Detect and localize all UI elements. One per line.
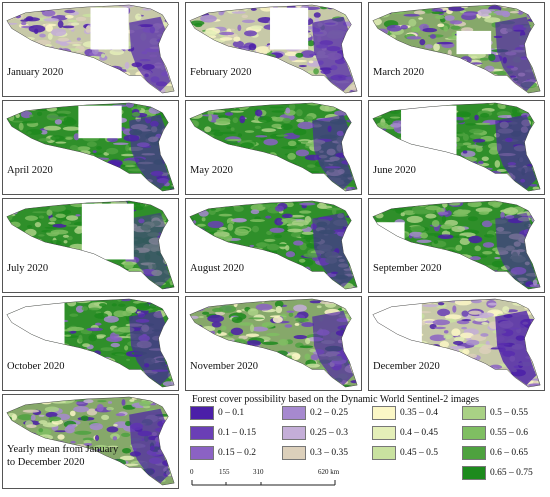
forest-map-icon — [372, 4, 541, 94]
legend-label: 0.1 – 0.15 — [218, 428, 256, 438]
forest-map-icon — [372, 298, 541, 388]
scale-tick-310: 310 — [253, 468, 264, 476]
map-panel: March 2020 — [368, 2, 545, 97]
legend-label: 0.65 – 0.75 — [490, 468, 533, 478]
map-panel: September 2020 — [368, 198, 545, 293]
map-panel: February 2020 — [185, 2, 362, 97]
legend-label: 0 – 0.1 — [218, 408, 245, 418]
map-panel: August 2020 — [185, 198, 362, 293]
forest-map-icon — [6, 200, 175, 290]
panel-label: March 2020 — [373, 67, 425, 78]
legend-label: 0.45 – 0.5 — [400, 448, 438, 458]
legend-swatch — [462, 406, 486, 420]
legend-item: 0.35 – 0.4 — [372, 406, 438, 420]
forest-map-icon — [6, 298, 175, 388]
legend-swatch — [462, 446, 486, 460]
legend-swatch — [282, 446, 306, 460]
legend-item: 0.45 – 0.5 — [372, 446, 438, 460]
legend-title: Forest cover possibility based on the Dy… — [192, 394, 480, 405]
panel-label: July 2020 — [7, 263, 49, 274]
legend-label: 0.2 – 0.25 — [310, 408, 348, 418]
legend-item: 0.65 – 0.75 — [462, 466, 533, 480]
legend-item: 0 – 0.1 — [190, 406, 244, 420]
scale-tick-155: 155 — [219, 468, 230, 476]
forest-map-icon — [6, 102, 175, 192]
legend-swatch — [190, 446, 214, 460]
forest-map-icon — [189, 298, 358, 388]
legend-item: 0.4 – 0.45 — [372, 426, 438, 440]
panel-label: September 2020 — [373, 263, 442, 274]
scale-bar: 0 155 310 620 km — [190, 468, 340, 492]
legend-swatch — [372, 426, 396, 440]
panel-label: February 2020 — [190, 67, 252, 78]
legend-item: 0.15 – 0.2 — [190, 446, 256, 460]
map-panel: Yearly mean from January to December 202… — [2, 394, 179, 489]
panel-label: May 2020 — [190, 165, 233, 176]
legend-label: 0.5 – 0.55 — [490, 408, 528, 418]
map-panel: January 2020 — [2, 2, 179, 97]
legend-swatch — [282, 406, 306, 420]
legend-swatch — [190, 406, 214, 420]
map-panel: October 2020 — [2, 296, 179, 391]
legend-item: 0.3 – 0.35 — [282, 446, 348, 460]
legend-item: 0.25 – 0.3 — [282, 426, 348, 440]
legend-swatch — [190, 426, 214, 440]
legend-label: 0.15 – 0.2 — [218, 448, 256, 458]
legend-label: 0.3 – 0.35 — [310, 448, 348, 458]
forest-map-icon — [189, 102, 358, 192]
panel-label: December 2020 — [373, 361, 440, 372]
forest-map-icon — [189, 4, 358, 94]
legend-item: 0.2 – 0.25 — [282, 406, 348, 420]
panel-label: August 2020 — [190, 263, 244, 274]
legend-item: 0.1 – 0.15 — [190, 426, 256, 440]
scale-tick-0: 0 — [190, 468, 194, 476]
legend-item: 0.55 – 0.6 — [462, 426, 528, 440]
legend-swatch — [282, 426, 306, 440]
panel-label: Yearly mean from January to December 202… — [7, 444, 119, 469]
legend: Forest cover possibility based on the Dy… — [186, 394, 548, 494]
scale-tick-620: 620 km — [318, 468, 340, 476]
map-panel: December 2020 — [368, 296, 545, 391]
legend-label: 0.35 – 0.4 — [400, 408, 438, 418]
map-panel: November 2020 — [185, 296, 362, 391]
legend-label: 0.4 – 0.45 — [400, 428, 438, 438]
panel-label: January 2020 — [7, 67, 64, 78]
legend-label: 0.6 – 0.65 — [490, 448, 528, 458]
map-panel: June 2020 — [368, 100, 545, 195]
forest-map-icon — [6, 396, 175, 486]
legend-label: 0.55 – 0.6 — [490, 428, 528, 438]
legend-item: 0.6 – 0.65 — [462, 446, 528, 460]
legend-item: 0.5 – 0.55 — [462, 406, 528, 420]
panel-label: June 2020 — [373, 165, 416, 176]
forest-map-icon — [6, 4, 175, 94]
legend-label: 0.25 – 0.3 — [310, 428, 348, 438]
panel-label: April 2020 — [7, 165, 53, 176]
map-panel: May 2020 — [185, 100, 362, 195]
panel-label: November 2020 — [190, 361, 258, 372]
legend-swatch — [462, 426, 486, 440]
legend-swatch — [372, 446, 396, 460]
legend-swatch — [462, 466, 486, 480]
legend-swatch — [372, 406, 396, 420]
panel-label: October 2020 — [7, 361, 65, 372]
forest-map-icon — [372, 200, 541, 290]
forest-map-icon — [372, 102, 541, 192]
map-panel: April 2020 — [2, 100, 179, 195]
scale-bar-graphic — [191, 480, 336, 486]
map-panel: July 2020 — [2, 198, 179, 293]
forest-map-icon — [189, 200, 358, 290]
